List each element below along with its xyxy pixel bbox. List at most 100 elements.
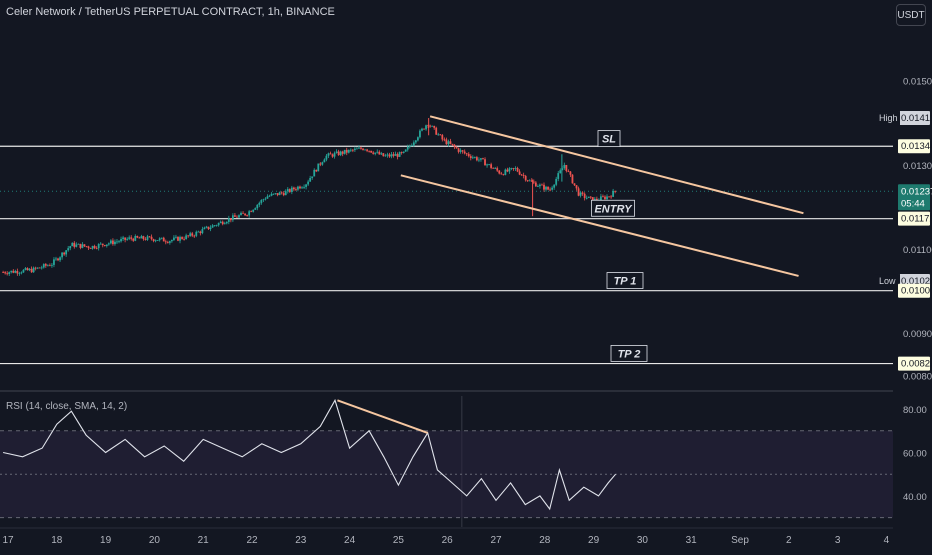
candle-body bbox=[372, 152, 375, 154]
candle-body bbox=[73, 242, 76, 247]
candle-body bbox=[65, 250, 68, 255]
candle-body bbox=[402, 151, 405, 153]
candle-body bbox=[353, 148, 356, 151]
candle-body bbox=[303, 186, 305, 188]
candle-body bbox=[510, 168, 513, 169]
high-price-tag: 0.01411 bbox=[901, 113, 932, 124]
candle-body bbox=[116, 241, 118, 243]
candle-body bbox=[148, 236, 151, 238]
candle-body bbox=[258, 202, 261, 205]
candle-body bbox=[313, 169, 316, 177]
tp2-label: TP 2 bbox=[618, 348, 641, 360]
candle-body bbox=[347, 149, 350, 153]
candle-body bbox=[209, 227, 212, 230]
candle-body bbox=[321, 162, 324, 165]
candle-body bbox=[571, 174, 574, 184]
candle-body bbox=[356, 148, 358, 150]
candle-body bbox=[341, 151, 344, 154]
low-label-bg bbox=[875, 274, 900, 289]
entry-label: ENTRY bbox=[594, 203, 633, 215]
candle-body bbox=[280, 192, 283, 194]
candle-body bbox=[396, 154, 399, 157]
candle-body bbox=[81, 244, 84, 248]
candle-body bbox=[467, 153, 470, 157]
candle-body bbox=[217, 223, 220, 226]
candle-body bbox=[484, 159, 486, 166]
candle-body bbox=[107, 243, 110, 245]
candle-body bbox=[136, 236, 139, 238]
candle-body bbox=[412, 142, 415, 146]
candle-body bbox=[158, 238, 161, 241]
time-tick-label: 23 bbox=[295, 535, 307, 546]
candle-body bbox=[486, 164, 488, 166]
candle-body bbox=[274, 193, 277, 194]
candle-body bbox=[227, 218, 230, 222]
candle-body bbox=[297, 186, 299, 190]
candle-body bbox=[223, 223, 226, 225]
candle-body bbox=[270, 193, 273, 196]
candle-body bbox=[469, 156, 472, 159]
low-label: Low bbox=[879, 276, 896, 286]
candle-body bbox=[134, 236, 137, 241]
candle-body bbox=[453, 144, 456, 147]
currency-button[interactable]: USDT bbox=[896, 4, 926, 26]
candle-body bbox=[61, 252, 63, 258]
candle-body bbox=[539, 184, 541, 187]
candle-body bbox=[272, 193, 275, 195]
candle-body bbox=[18, 272, 21, 274]
candle-body bbox=[433, 125, 436, 128]
candle-body bbox=[10, 270, 13, 273]
candle-body bbox=[311, 176, 314, 178]
candle-body bbox=[417, 137, 419, 141]
candle-body bbox=[528, 180, 531, 182]
candle-body bbox=[109, 240, 112, 244]
candle-body bbox=[380, 153, 383, 155]
candle-body bbox=[337, 151, 340, 156]
candle-body bbox=[201, 229, 204, 234]
candle-body bbox=[203, 227, 206, 230]
candle-body bbox=[516, 168, 519, 172]
candle-body bbox=[331, 154, 334, 157]
candle-body bbox=[496, 168, 499, 171]
candle-body bbox=[600, 196, 602, 201]
low-price-tag: 0.01024 bbox=[901, 276, 932, 287]
candle-body bbox=[248, 211, 251, 216]
candle-body bbox=[504, 169, 507, 175]
candle-body bbox=[400, 152, 403, 153]
candle-body bbox=[502, 174, 505, 176]
candle-body bbox=[55, 258, 57, 260]
candle-body bbox=[351, 149, 354, 151]
candle-body bbox=[388, 154, 391, 157]
candle-body bbox=[524, 175, 527, 181]
candle-body bbox=[205, 226, 208, 228]
candle-body bbox=[569, 171, 572, 175]
candle-body bbox=[175, 236, 177, 238]
candle-body bbox=[589, 196, 592, 198]
entry-label-box bbox=[591, 199, 635, 217]
entry-price-tag-bg bbox=[898, 211, 930, 226]
candle-body bbox=[97, 244, 100, 249]
candle-body bbox=[12, 270, 15, 273]
candle-body bbox=[498, 170, 501, 174]
candle-body bbox=[612, 190, 615, 197]
candle-body bbox=[126, 238, 129, 240]
candle-body bbox=[374, 152, 377, 154]
candle-body bbox=[345, 149, 348, 153]
candle-body bbox=[461, 150, 464, 152]
candle-body bbox=[414, 140, 417, 143]
channel-upper-line bbox=[429, 115, 804, 215]
candle-body bbox=[549, 189, 551, 191]
candle-body bbox=[140, 236, 143, 239]
candle-body bbox=[89, 248, 92, 249]
candle-body bbox=[124, 237, 127, 240]
candle-body bbox=[252, 209, 255, 212]
sl-price-tag-bg bbox=[898, 139, 930, 154]
candle-body bbox=[150, 236, 153, 240]
candle-body bbox=[315, 169, 318, 172]
candle-body bbox=[534, 182, 537, 187]
time-tick-label: 30 bbox=[637, 535, 649, 546]
